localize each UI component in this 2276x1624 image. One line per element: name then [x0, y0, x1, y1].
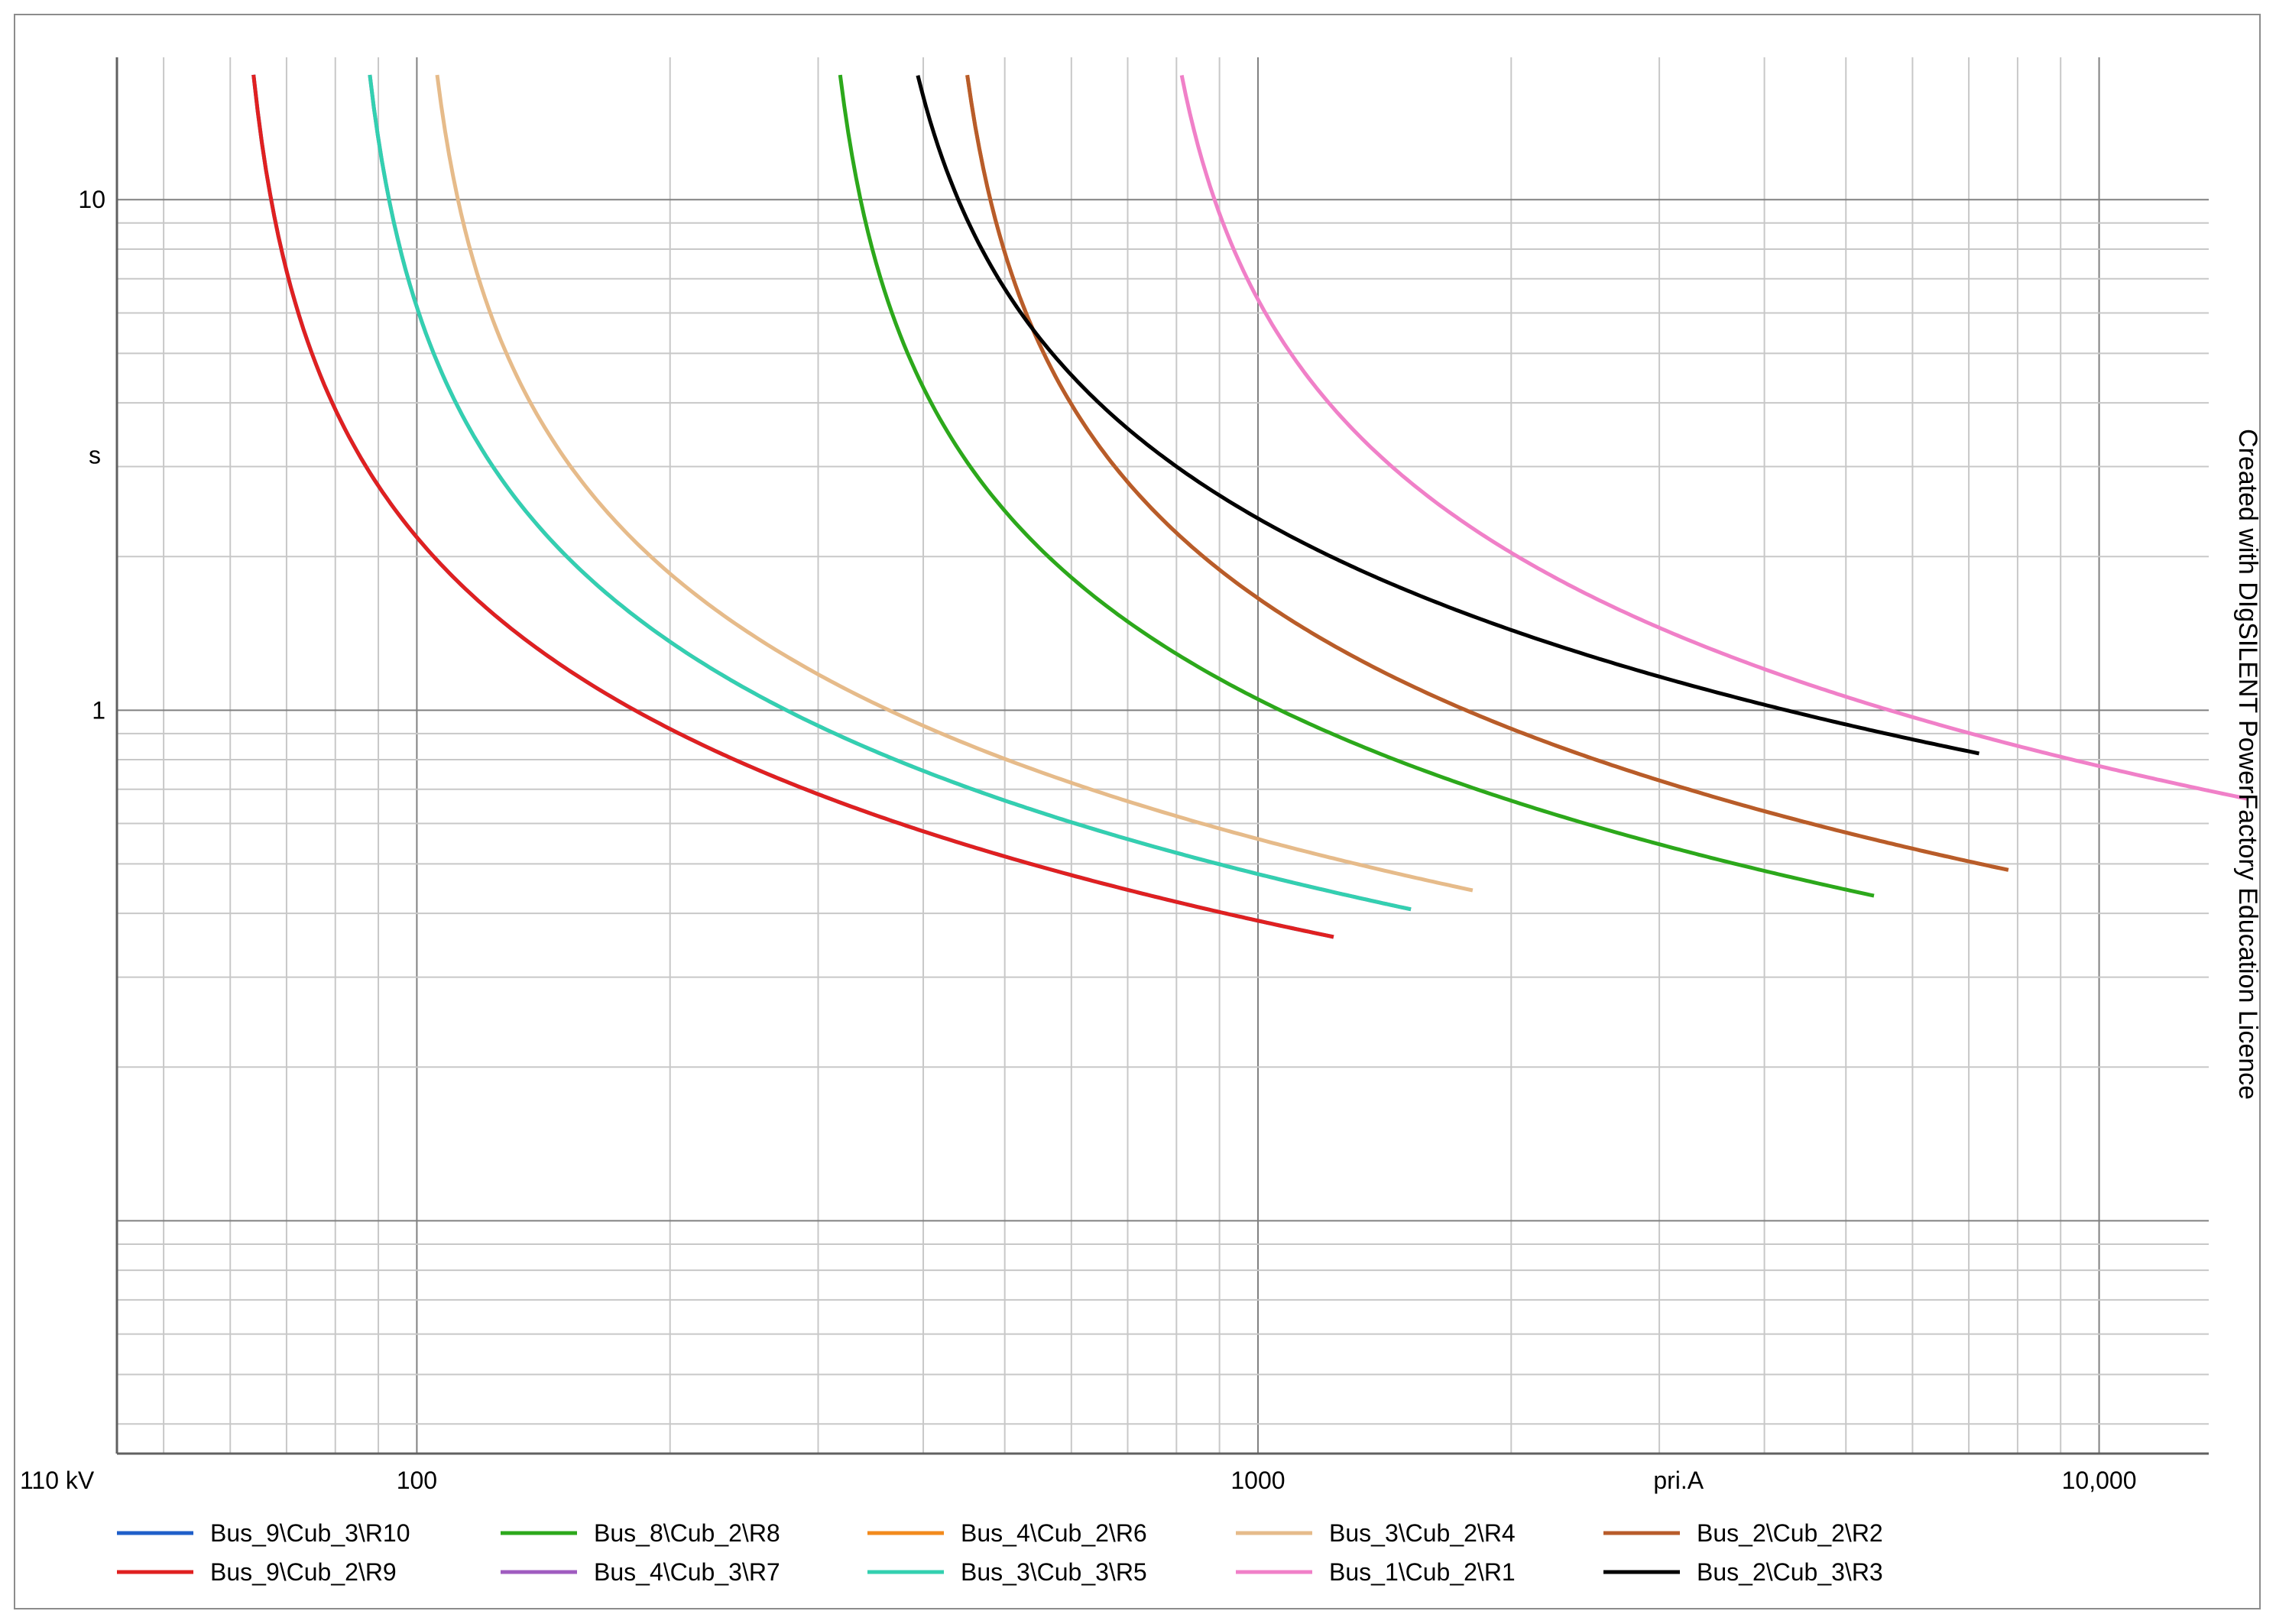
axis-labels: 100 1000 10,000 pri.A 10 1 s 110 kV	[20, 186, 2136, 1494]
x-unit-label: pri.A	[1653, 1467, 1704, 1494]
watermark-text: Created with DIgSILENT PowerFactory Educ…	[2233, 429, 2262, 1100]
curve-series-9	[1179, 75, 2248, 801]
curve-series-8	[368, 74, 1412, 912]
axes	[115, 57, 2209, 1455]
curve-series-10	[916, 75, 1980, 756]
curve-series-1	[251, 74, 1334, 939]
voltage-label: 110 kV	[20, 1467, 95, 1494]
legend-label: Bus_9\Cub_2\R9	[210, 1558, 397, 1586]
legend-item: Bus_3\Cub_3\R5	[867, 1558, 1147, 1586]
legend-item: Bus_2\Cub_2\R2	[1603, 1519, 1883, 1547]
x-tick-label: 10,000	[2062, 1467, 2137, 1494]
legend-item: Bus_2\Cub_3\R3	[1603, 1558, 1883, 1586]
y-tick-label: 1	[92, 696, 105, 724]
curve-series-4	[435, 74, 1474, 893]
legend-label: Bus_3\Cub_2\R4	[1329, 1519, 1516, 1547]
legend-label: Bus_1\Cub_2\R1	[1329, 1558, 1516, 1586]
x-tick-label: 1000	[1230, 1467, 1285, 1494]
chart-frame	[14, 14, 2261, 1609]
curve-series-6	[251, 74, 1334, 939]
legend-item: Bus_4\Cub_3\R7	[501, 1558, 780, 1586]
legend-label: Bus_4\Cub_3\R7	[594, 1558, 780, 1586]
curves	[251, 74, 2248, 939]
x-tick-label: 100	[397, 1467, 437, 1494]
legend-item: Bus_1\Cub_2\R1	[1236, 1558, 1516, 1586]
legend-label: Bus_8\Cub_2\R8	[594, 1519, 780, 1547]
legend-item: Bus_3\Cub_2\R4	[1236, 1519, 1516, 1547]
legend-item: Bus_8\Cub_2\R8	[501, 1519, 780, 1547]
legend-label: Bus_2\Cub_2\R2	[1697, 1519, 1883, 1547]
legend-label: Bus_9\Cub_3\R10	[210, 1519, 410, 1547]
grid-lines	[117, 57, 2209, 1454]
curve-series-3	[965, 74, 2009, 872]
legend-label: Bus_4\Cub_2\R6	[961, 1519, 1147, 1547]
legend: Bus_9\Cub_3\R10 Bus_8\Cub_2\R8 Bus_4\Cub_2…	[117, 1519, 1883, 1586]
curve-series-5	[965, 74, 2009, 872]
legend-item: Bus_9\Cub_3\R10	[117, 1519, 410, 1547]
legend-item: Bus_4\Cub_2\R6	[867, 1519, 1147, 1547]
legend-label: Bus_3\Cub_3\R5	[961, 1558, 1147, 1586]
legend-item: Bus_9\Cub_2\R9	[117, 1558, 397, 1586]
y-unit-label: s	[89, 441, 101, 468]
y-tick-label: 10	[78, 186, 105, 213]
curve-series-2	[838, 74, 1875, 898]
legend-label: Bus_2\Cub_3\R3	[1697, 1558, 1883, 1586]
